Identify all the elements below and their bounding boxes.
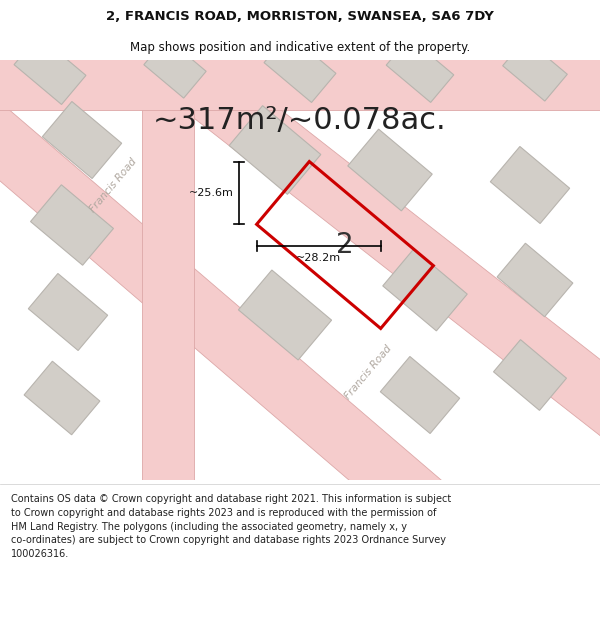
Polygon shape xyxy=(490,146,569,224)
Polygon shape xyxy=(144,38,206,98)
Polygon shape xyxy=(0,68,449,532)
Polygon shape xyxy=(380,356,460,434)
Polygon shape xyxy=(386,38,454,102)
Text: Francis Road: Francis Road xyxy=(343,343,394,401)
Polygon shape xyxy=(383,249,467,331)
Text: ~317m²/~0.078ac.: ~317m²/~0.078ac. xyxy=(153,106,447,134)
Polygon shape xyxy=(43,101,122,179)
Text: Map shows position and indicative extent of the property.: Map shows position and indicative extent… xyxy=(130,41,470,54)
Polygon shape xyxy=(14,36,86,104)
Polygon shape xyxy=(264,34,336,103)
Text: 2, FRANCIS ROAD, MORRISTON, SWANSEA, SA6 7DY: 2, FRANCIS ROAD, MORRISTON, SWANSEA, SA6… xyxy=(106,10,494,23)
Polygon shape xyxy=(142,40,194,490)
Polygon shape xyxy=(229,106,321,194)
Text: ~28.2m: ~28.2m xyxy=(296,253,341,263)
Polygon shape xyxy=(112,6,600,484)
Polygon shape xyxy=(497,243,573,317)
Text: ~25.6m: ~25.6m xyxy=(189,188,233,198)
Polygon shape xyxy=(503,39,568,101)
Polygon shape xyxy=(0,58,600,110)
Polygon shape xyxy=(31,185,113,265)
Polygon shape xyxy=(348,129,432,211)
Text: Francis Road: Francis Road xyxy=(88,156,139,214)
Text: Contains OS data © Crown copyright and database right 2021. This information is : Contains OS data © Crown copyright and d… xyxy=(11,494,451,559)
Text: 2: 2 xyxy=(336,231,354,259)
Polygon shape xyxy=(28,274,107,351)
Polygon shape xyxy=(24,361,100,435)
Polygon shape xyxy=(238,270,332,360)
Polygon shape xyxy=(494,339,566,411)
